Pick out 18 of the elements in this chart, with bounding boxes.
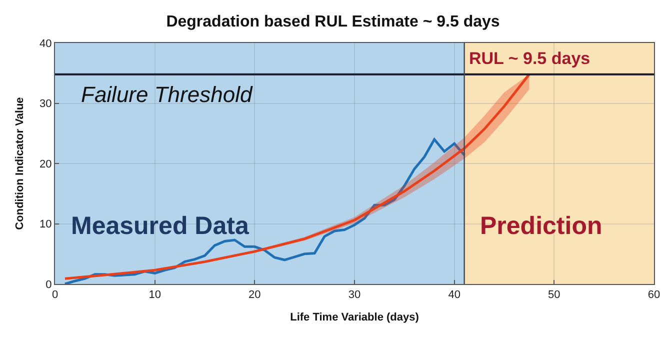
x-tick-label: 40 [448,289,460,302]
ref-line-label: Failure Threshold [81,82,253,107]
annotation: RUL ~ 9.5 days [469,49,590,68]
y-tick-label: 40 [40,38,52,50]
chart-title: Degradation based RUL Estimate ~ 9.5 days [166,13,500,30]
y-tick-label: 0 [46,278,52,291]
band-label: Measured Data [71,212,250,240]
y-tick-label: 30 [40,98,52,110]
y-tick-label: 20 [40,158,52,170]
x-tick-label: 30 [348,289,361,302]
x-tick-label: 10 [148,289,161,302]
x-tick-label: 50 [548,289,560,302]
x-axis-title: Life Time Variable (days) [290,311,420,324]
x-tick-label: 60 [648,289,660,302]
x-tick-label: 20 [248,289,261,302]
y-tick-label: 10 [40,218,52,231]
y-axis-title: Condition Indicator Value [14,97,26,230]
band-label: Prediction [480,212,602,240]
